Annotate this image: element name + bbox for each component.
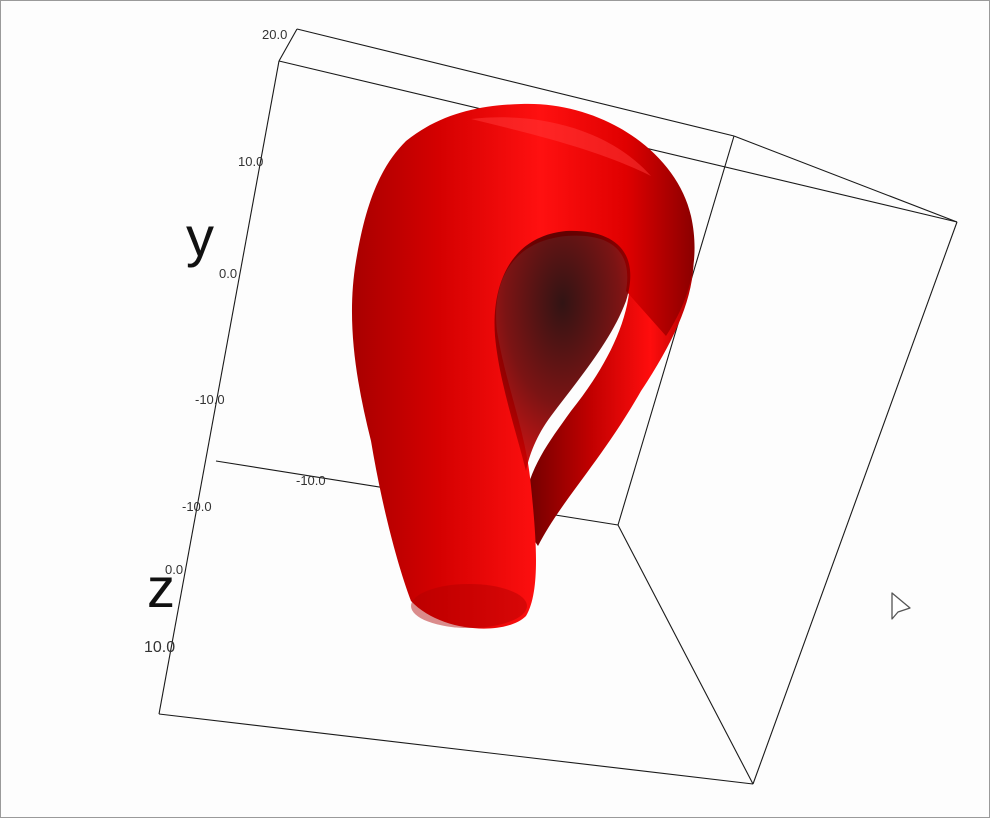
box-edge bbox=[158, 713, 754, 785]
box-edge bbox=[278, 28, 298, 62]
tick-labels: 20.0 10.0 0.0 -10.0 -10.0 -10.0 0.0 10.0 bbox=[144, 27, 326, 656]
x-tick-minus10: -10.0 bbox=[296, 473, 326, 488]
surface-highlight bbox=[471, 117, 651, 176]
box-edge bbox=[617, 135, 735, 526]
z-tick-0: 0.0 bbox=[165, 562, 183, 577]
y-axis-label: y bbox=[186, 205, 214, 268]
y-tick-minus10-b: -10.0 bbox=[182, 499, 212, 514]
z-axis-label: z bbox=[147, 556, 175, 619]
surface-loop bbox=[351, 103, 695, 629]
y-tick-20: 20.0 bbox=[262, 27, 287, 42]
box-edge bbox=[733, 135, 958, 223]
surface-hole bbox=[494, 230, 631, 471]
arrow-pointer-icon bbox=[891, 592, 911, 620]
box-edge bbox=[296, 28, 735, 137]
y-tick-10: 10.0 bbox=[238, 154, 263, 169]
z-tick-10: 10.0 bbox=[144, 639, 175, 656]
box-edge bbox=[752, 221, 958, 785]
box-edge bbox=[158, 60, 280, 715]
box-edge bbox=[617, 524, 754, 785]
surface-cap bbox=[411, 584, 527, 628]
y-tick-0: 0.0 bbox=[219, 266, 237, 281]
y-tick-minus10: -10.0 bbox=[195, 392, 225, 407]
surface-tube[interactable] bbox=[351, 103, 695, 629]
